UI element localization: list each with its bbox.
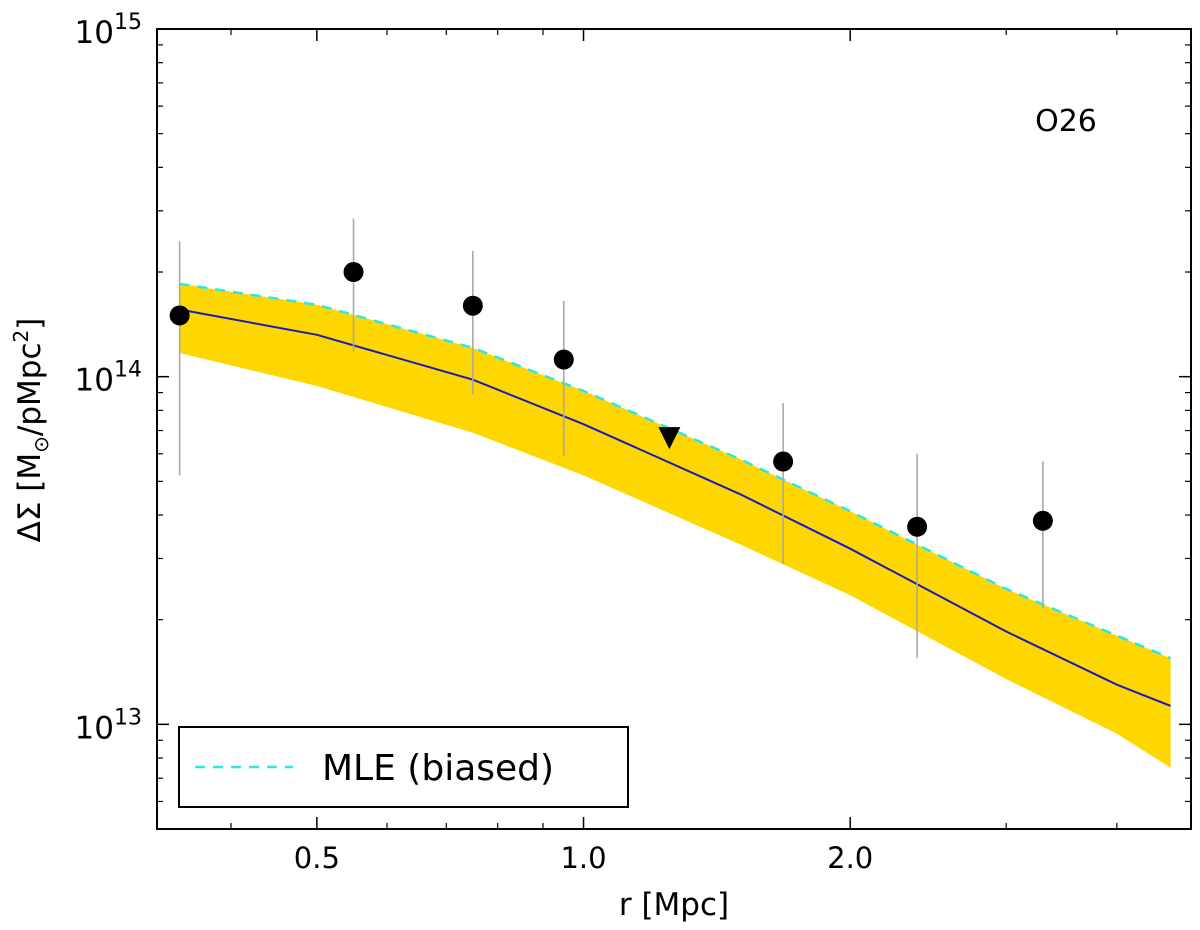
y-tick-label: 1015 [75,10,142,51]
triangle-marker [658,427,681,450]
errorbar-layer [178,218,1044,659]
y-tick-base: 10 [75,15,114,51]
x-tick-label: 1.0 [560,841,606,875]
plot-frame [156,28,1192,830]
data-point [169,305,190,326]
y-tick-base: 10 [75,710,114,746]
x-tick-label: 0.5 [294,841,340,875]
legend: MLE (biased) [178,726,629,808]
x-axis-label: r [Mpc] [619,887,729,923]
y-tick-exponent: 14 [114,358,142,383]
data-point [1032,510,1053,531]
marker-layer [169,262,1053,537]
x-tick-label: 2.0 [827,841,873,875]
data-point [343,262,364,283]
legend-label: MLE (biased) [322,748,554,789]
confidence-band [179,283,1171,768]
panel-annotation: O26 [1035,104,1097,139]
data-point [773,451,794,472]
y-tick-label: 1014 [75,358,142,399]
data-point [462,295,483,316]
y-label-middle: /pMpc [12,342,48,436]
plot-area [169,218,1172,768]
data-point [553,349,574,370]
y-tick-base: 10 [75,363,114,399]
y-tick-label: 1013 [75,705,142,746]
y-label-subscript: ⊙ [29,436,53,453]
data-point [907,516,928,537]
y-label-prefix: ΔΣ [M [12,453,48,543]
y-axis-label: ΔΣ [M⊙/pMpc2] [9,318,53,543]
model-lines-layer [179,282,1172,707]
model-line [179,308,1171,707]
y-label-suffix: ] [12,318,48,330]
y-label-superscript: 2 [9,330,33,343]
y-tick-exponent: 15 [114,10,142,35]
confidence-band-layer [179,283,1171,768]
y-tick-exponent: 13 [114,705,142,730]
